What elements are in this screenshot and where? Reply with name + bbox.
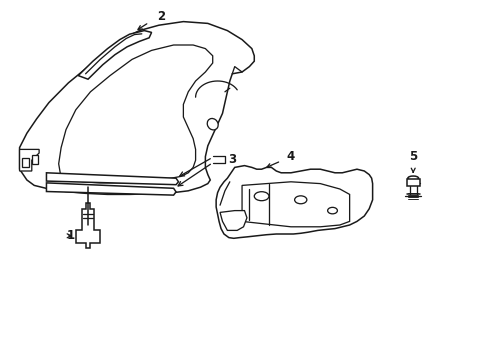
Polygon shape (78, 31, 151, 79)
Polygon shape (22, 158, 29, 167)
Text: 4: 4 (286, 150, 294, 163)
Polygon shape (59, 45, 212, 183)
Polygon shape (242, 182, 349, 227)
Polygon shape (46, 183, 176, 195)
Polygon shape (76, 203, 100, 248)
Text: 5: 5 (408, 150, 416, 163)
Ellipse shape (327, 207, 337, 214)
Ellipse shape (407, 176, 418, 180)
Text: 2: 2 (157, 10, 165, 23)
Ellipse shape (254, 192, 268, 201)
FancyBboxPatch shape (406, 179, 419, 186)
Polygon shape (20, 149, 39, 171)
Ellipse shape (207, 118, 218, 130)
Polygon shape (220, 211, 246, 230)
Text: 3: 3 (228, 153, 236, 166)
Ellipse shape (294, 196, 306, 204)
Polygon shape (46, 173, 178, 185)
Text: 1: 1 (67, 229, 75, 242)
Polygon shape (32, 155, 38, 164)
Polygon shape (216, 166, 372, 238)
Polygon shape (20, 22, 254, 194)
